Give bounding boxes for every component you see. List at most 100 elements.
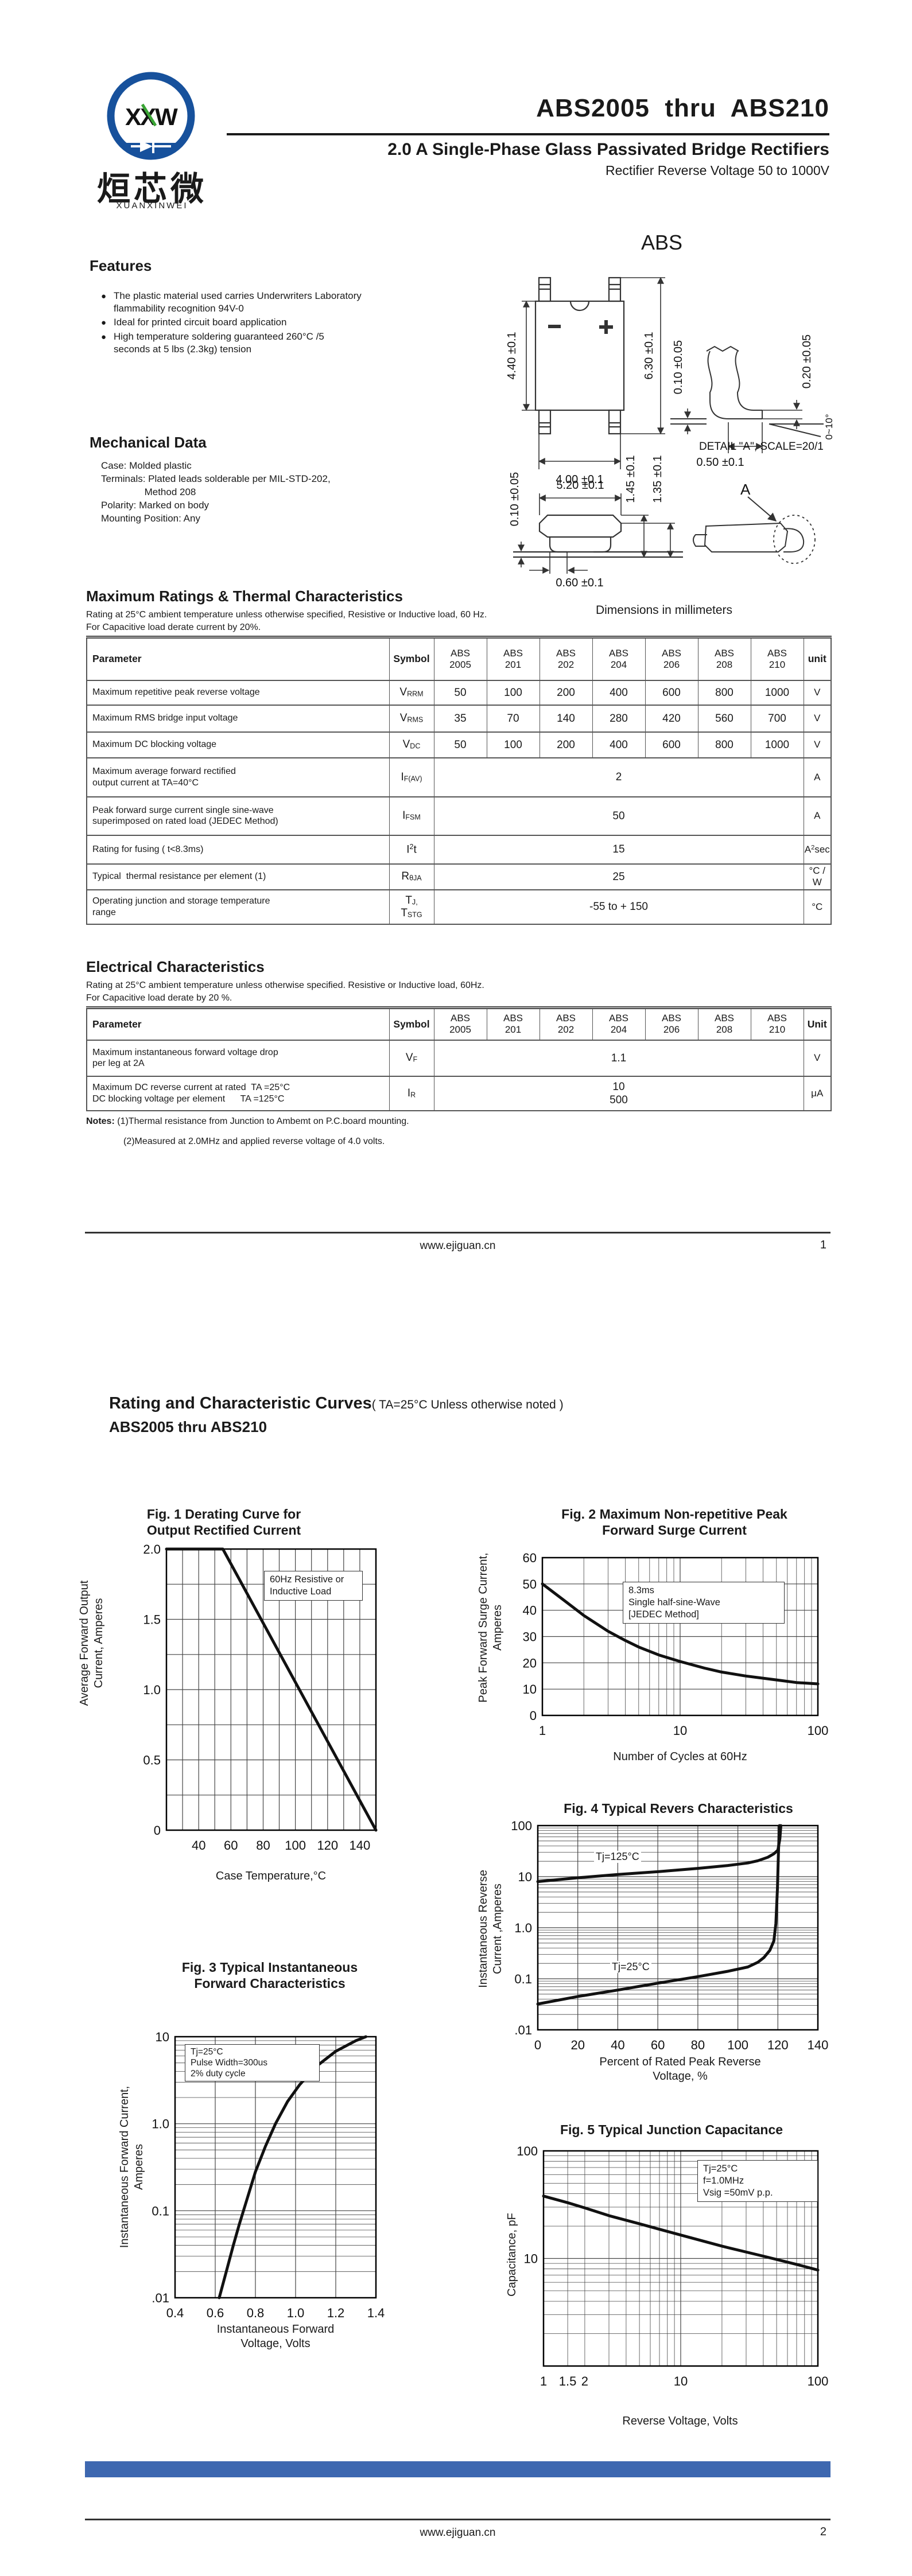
note-2-text: (2)Measured at 2.0MHz and applied revers…: [123, 1137, 385, 1146]
package-outline-drawing: 4.40 ±0.1 6.30 ±0.1 4.00 ±0.1 0.10 ±0.05…: [506, 277, 835, 589]
table-cell: 35: [433, 704, 487, 733]
series-tj-125C: [536, 1824, 782, 1884]
fig3-xlabel: Instantaneous Forward Voltage, Volts: [216, 2323, 335, 2350]
series-junction-capacitance: [542, 2194, 820, 2272]
table-cell: IF(AV): [389, 757, 434, 797]
fig3-forward-characteristics: Fig. 3 Typical Instantaneous Forward Cha…: [69, 1951, 459, 2398]
fig5-title: Fig. 5 Typical Junction Capacitance: [560, 2122, 783, 2137]
column-header: ABS 206: [645, 1007, 698, 1041]
x-tick-label: 2: [581, 2374, 588, 2388]
dim-lead-angle: 0~10°: [824, 414, 835, 439]
dim-standoff: 0.10 ±0.05: [672, 340, 685, 394]
notes-line-2: (2)Measured at 2.0MHz and applied revers…: [123, 1137, 385, 1147]
bullet-icon: ●: [101, 291, 107, 301]
column-header: ABS 210: [750, 1007, 804, 1041]
footer-accent-bar: [85, 2461, 830, 2477]
x-tick-label: 1.4: [367, 2306, 385, 2320]
x-tick-label: 1.2: [327, 2306, 345, 2320]
y-tick-label: 1.5: [143, 1613, 161, 1627]
logo-chinese-name: 烜芯微: [96, 170, 207, 208]
table-cell: A2sec: [803, 834, 832, 865]
y-tick-label: 1.0: [514, 1921, 532, 1935]
table-cell: 1000: [750, 679, 804, 706]
table-cell: 15: [433, 834, 804, 865]
column-header: ABS 201: [486, 1007, 540, 1041]
electrical-table: Parameter Symbol ABS 2005 ABS 201 ABS 202 ABS 204…: [86, 1006, 832, 1111]
column-header: ABS 208: [697, 636, 751, 681]
y-tick-label: 10: [156, 2031, 169, 2044]
feature-item: ● The plastic material used carries Under…: [101, 290, 503, 315]
column-header: ABS 202: [539, 1007, 593, 1041]
page2-footer-rule: [85, 2519, 830, 2520]
dim-pin-span: 4.00 ±0.1: [556, 473, 603, 486]
dim-lead-thickness: 0.20 ±0.05: [801, 334, 813, 388]
table-cell: V: [803, 679, 832, 706]
notes-line-1: Notes: (1)Thermal resistance from Juncti…: [86, 1116, 409, 1127]
fig4-xlabel: Percent of Rated Peak Reverse Voltage, %: [599, 2056, 761, 2083]
fig4-reverse-characteristics: Fig. 4 Typical Revers Characteristics In…: [453, 1796, 855, 2117]
table-cell: I2t: [389, 834, 434, 865]
column-header: Symbol: [389, 1007, 434, 1041]
column-header: ABS 201: [486, 636, 540, 681]
y-tick-label: .01: [152, 2291, 169, 2305]
table-cell: 100: [486, 679, 540, 706]
table-cell: VF: [389, 1039, 434, 1077]
x-tick-label: 100: [808, 1723, 829, 1738]
table-row: Maximum DC reverse current at rated TA =…: [86, 1075, 832, 1111]
page2-footer-site: www.ejiguan.cn: [420, 2527, 496, 2539]
mechanical-data-heading: Mechanical Data: [90, 434, 207, 451]
table-cell: 50: [433, 796, 804, 836]
fig5-annotation: Tj=25°C f=1.0MHz Vsig =50mV p.p.: [697, 2160, 818, 2202]
fig5-junction-capacitance: Fig. 5 Typical Junction Capacitance Capa…: [453, 2117, 855, 2450]
column-header: unit: [803, 636, 832, 681]
fig3-annotation: Tj=25°C Pulse Width=300us 2% duty cycle: [185, 2044, 320, 2081]
column-header: Parameter: [86, 636, 390, 681]
ratings-condition-1: Rating at 25°C ambient temperature unles…: [86, 610, 487, 620]
feature-text: Ideal for printed circuit board applicat…: [114, 317, 287, 328]
table-cell: 280: [592, 704, 646, 733]
dim-total-height: 6.30 ±0.1: [643, 332, 655, 379]
table-cell: 50: [433, 679, 487, 706]
mechanical-data-body: Case: Molded plastic Terminals: Plated l…: [101, 460, 331, 524]
side-view-dims: [518, 493, 675, 574]
table-cell: °C / W: [803, 863, 832, 890]
y-tick-label: 100: [511, 1820, 532, 1833]
device-description: 2.0 A Single-Phase Glass Passivated Brid…: [387, 140, 829, 159]
table-cell: 25: [433, 863, 804, 890]
series-output-current-derating: [165, 1547, 378, 1832]
fig4-title: Fig. 4 Typical Revers Characteristics: [564, 1801, 793, 1816]
fig1-xlabel: Case Temperature,°C: [215, 1870, 327, 1882]
series-tj-25C: [536, 1824, 781, 2006]
page1-number: 1: [820, 1239, 826, 1251]
table-cell: IFSM: [389, 796, 434, 836]
table-cell: VRMS: [389, 704, 434, 733]
table-cell: -55 to + 150: [433, 889, 804, 925]
polarity-minus-mark: [548, 325, 561, 328]
package-top-view: [534, 277, 625, 435]
y-tick-label: .01: [514, 2023, 532, 2037]
x-tick-label: 0: [534, 2038, 541, 2052]
electrical-condition-1: Rating at 25°C ambient temperature unles…: [86, 980, 484, 990]
curves-heading-bold: Rating and Characteristic Curves: [109, 1394, 372, 1412]
curves-subheading: ABS2005 thru ABS210: [109, 1418, 267, 1435]
fig1-title: Fig. 1 Derating Curve for Output Rectifi…: [146, 1507, 301, 1538]
logo-diode-icon: [140, 141, 153, 152]
table-cell: Rating for fusing ( t<8.3ms): [86, 834, 390, 865]
fig4-plot: 0 20 40 60 80 100 120 140 100 10 1.0 0.1 .01: [511, 1820, 828, 2052]
y-tick-label: 1.0: [143, 1683, 161, 1697]
table-cell: 800: [697, 731, 751, 758]
series-forward-characteristic: [218, 2035, 367, 2299]
column-header: Symbol: [389, 636, 434, 681]
x-tick-label: 40: [611, 2038, 624, 2052]
dim-height-with-lead: 1.45 ±0.1: [624, 455, 637, 503]
column-header: Unit: [803, 1007, 832, 1041]
max-ratings-heading: Maximum Ratings & Thermal Characteristic…: [86, 587, 403, 605]
table-cell: IR: [389, 1075, 434, 1111]
x-tick-label: 80: [691, 2038, 705, 2052]
feature-text: High temperature soldering guaranteed 26…: [114, 331, 324, 355]
electrical-condition-2: For Capacitive load derate by 20 %.: [86, 993, 232, 1003]
detail-a-drawing: [693, 496, 816, 564]
fig1-derating-curve: Fig. 1 Derating Curve for Output Rectifi…: [69, 1503, 459, 1899]
table-cell: V: [803, 731, 832, 758]
